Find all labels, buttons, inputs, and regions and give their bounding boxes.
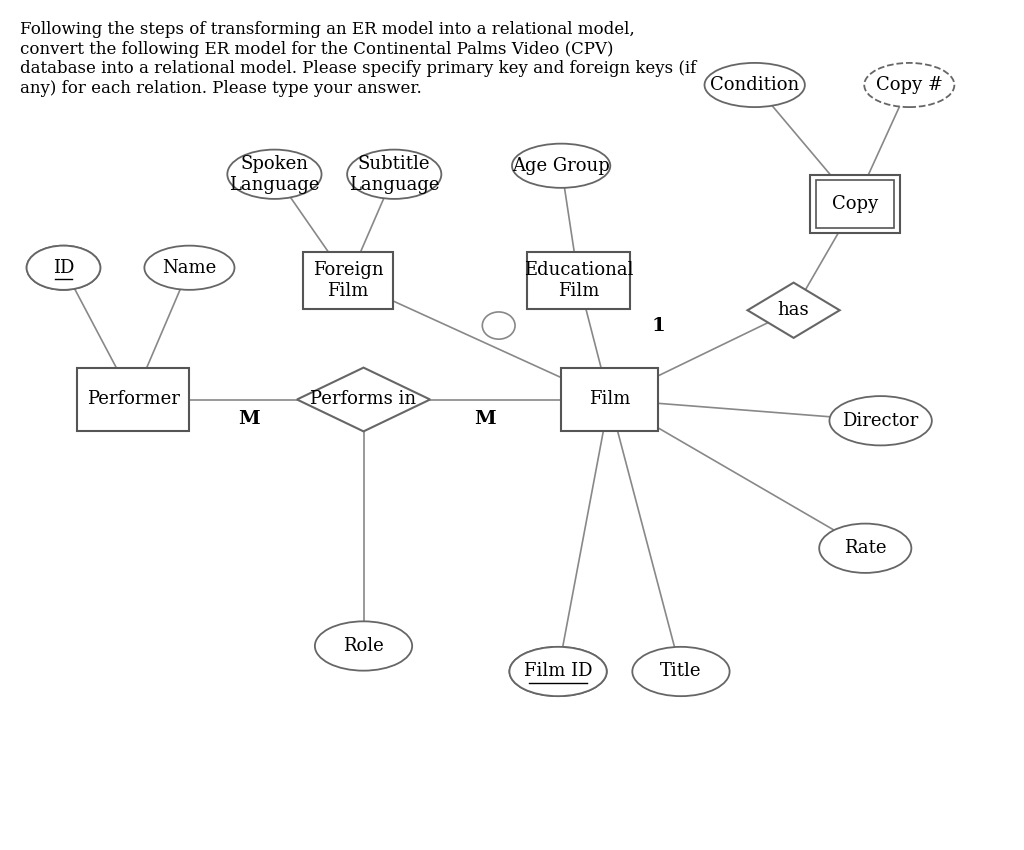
- Text: Copy #: Copy #: [876, 76, 943, 94]
- Text: Title: Title: [660, 662, 701, 681]
- FancyBboxPatch shape: [527, 252, 630, 309]
- Ellipse shape: [315, 621, 412, 671]
- Text: Rate: Rate: [844, 539, 887, 558]
- Text: Film ID: Film ID: [524, 662, 592, 681]
- Text: M: M: [474, 410, 497, 428]
- Text: Subtitle
Language: Subtitle Language: [349, 155, 439, 194]
- Ellipse shape: [864, 63, 954, 107]
- Polygon shape: [748, 282, 840, 338]
- Ellipse shape: [144, 246, 234, 290]
- Text: Condition: Condition: [710, 76, 800, 94]
- Text: has: has: [778, 301, 809, 320]
- FancyBboxPatch shape: [810, 175, 900, 233]
- Text: Educational
Film: Educational Film: [524, 261, 633, 300]
- Text: Film ID: Film ID: [524, 662, 592, 681]
- Ellipse shape: [510, 647, 606, 696]
- Text: Spoken
Language: Spoken Language: [229, 155, 319, 194]
- Polygon shape: [297, 367, 430, 431]
- Text: Performer: Performer: [87, 390, 179, 409]
- FancyBboxPatch shape: [77, 367, 189, 431]
- Ellipse shape: [512, 144, 610, 188]
- Text: Director: Director: [843, 411, 919, 430]
- Ellipse shape: [633, 647, 729, 696]
- Text: M: M: [238, 410, 260, 428]
- FancyBboxPatch shape: [561, 367, 657, 431]
- Text: Performs in: Performs in: [310, 390, 417, 409]
- Ellipse shape: [227, 150, 322, 199]
- Text: Foreign
Film: Foreign Film: [313, 261, 383, 300]
- Text: Age Group: Age Group: [512, 156, 610, 175]
- Text: ID: ID: [53, 258, 74, 277]
- FancyBboxPatch shape: [303, 252, 393, 309]
- Text: ID: ID: [53, 258, 74, 277]
- Text: Film: Film: [589, 390, 630, 409]
- Text: 1: 1: [651, 316, 666, 335]
- Text: Following the steps of transforming an ER model into a relational model,
convert: Following the steps of transforming an E…: [20, 21, 696, 97]
- Text: Name: Name: [163, 258, 216, 277]
- Text: Copy: Copy: [831, 195, 879, 213]
- Ellipse shape: [510, 647, 606, 696]
- Ellipse shape: [705, 63, 805, 107]
- Ellipse shape: [347, 150, 441, 199]
- Ellipse shape: [819, 524, 911, 573]
- Ellipse shape: [27, 246, 100, 290]
- Ellipse shape: [829, 396, 932, 445]
- Text: Role: Role: [343, 637, 384, 655]
- Ellipse shape: [27, 246, 100, 290]
- Text: ID: ID: [53, 258, 74, 277]
- Text: Film ID: Film ID: [524, 662, 592, 681]
